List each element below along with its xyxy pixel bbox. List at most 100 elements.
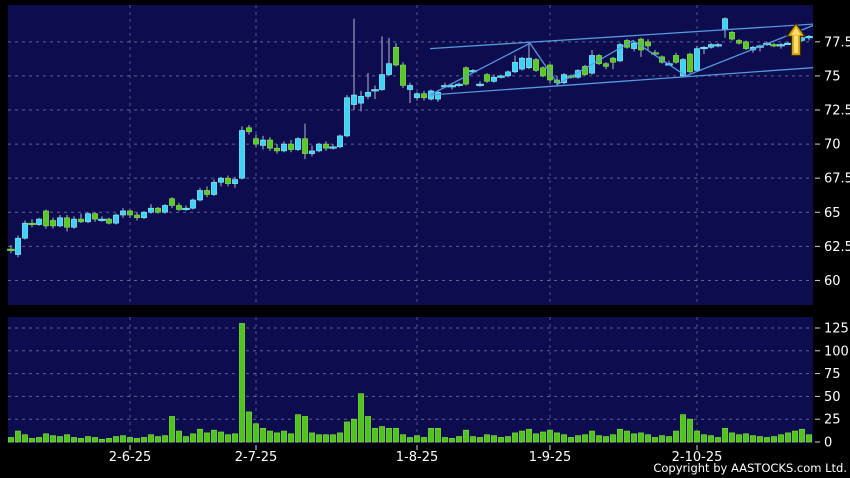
candle-up — [148, 207, 154, 213]
volume-bar — [316, 434, 322, 443]
price-tick-label: 72.5 — [824, 104, 850, 119]
volume-bar — [701, 434, 707, 443]
up-arrow-marker — [785, 22, 807, 57]
price-panel — [8, 5, 813, 305]
candle-down — [288, 143, 294, 150]
volume-bar — [673, 430, 679, 443]
volume-bar — [414, 435, 420, 443]
candle-up — [407, 85, 413, 90]
candle-up — [182, 207, 190, 210]
volume-tick-label: 50 — [824, 390, 841, 405]
volume-bar — [498, 437, 504, 443]
volume-bar — [505, 436, 511, 443]
candle-down — [7, 248, 15, 251]
candle-down — [770, 44, 778, 47]
volume-tick-label: 0 — [824, 436, 832, 451]
volume-bar — [491, 435, 497, 443]
volume-bar — [337, 432, 343, 443]
volume-bar — [365, 416, 371, 443]
volume-bar — [43, 433, 49, 443]
volume-tick-label: 125 — [824, 322, 849, 337]
candle-down — [78, 218, 84, 223]
candle-down — [610, 57, 616, 63]
volume-bar — [197, 428, 203, 443]
candle-up — [197, 190, 203, 201]
candle-down — [176, 205, 182, 210]
volume-bar — [638, 432, 644, 443]
candle-down — [687, 53, 693, 73]
volume-bar — [764, 437, 770, 443]
price-tick-label: 65 — [824, 206, 841, 221]
candle-down — [169, 198, 175, 206]
volume-bar — [456, 436, 462, 443]
volume-bar — [246, 411, 252, 443]
volume-bar — [687, 418, 693, 443]
x-axis-label: 1-8-25 — [396, 450, 438, 465]
candle-up — [414, 93, 420, 99]
candle-up — [805, 36, 813, 39]
volume-bar — [50, 435, 56, 443]
candle-up — [617, 44, 623, 62]
candle-down — [204, 190, 210, 195]
candle-up — [98, 218, 106, 221]
candle-down — [540, 67, 546, 77]
volume-bar — [582, 434, 588, 443]
candle-up — [337, 135, 343, 148]
volume-bar — [36, 437, 42, 443]
volume-bar — [78, 438, 84, 443]
candle-down — [92, 213, 98, 220]
volume-bar — [22, 434, 28, 443]
candle-down — [603, 63, 609, 67]
price-tick-label: 75 — [824, 69, 841, 84]
volume-bar — [274, 432, 280, 443]
volume-bar — [484, 434, 490, 443]
candle-up — [519, 57, 525, 70]
volume-bar — [190, 433, 196, 443]
volume-bar — [659, 435, 665, 443]
candle-up — [505, 71, 511, 77]
volume-bar — [64, 434, 70, 443]
volume-bar — [428, 428, 434, 443]
price-tick-label: 62.5 — [824, 240, 850, 255]
candle-up — [491, 76, 497, 82]
candle-down — [127, 210, 133, 216]
candle-down — [155, 207, 161, 213]
candle-down — [246, 127, 252, 133]
volume-bar — [785, 432, 791, 443]
volume-bar — [519, 430, 525, 443]
volume-bar — [540, 431, 546, 443]
volume-bar — [729, 432, 735, 443]
volume-tick-label: 75 — [824, 367, 841, 382]
volume-bar — [603, 436, 609, 443]
volume-bar — [302, 416, 308, 443]
volume-bar — [666, 436, 672, 443]
candle-down — [134, 214, 140, 219]
volume-bar — [253, 423, 259, 443]
volume-bar — [750, 435, 756, 443]
candle-up — [455, 83, 463, 86]
volume-bar — [288, 433, 294, 443]
volume-bar — [358, 393, 364, 443]
candle-down — [533, 59, 539, 71]
volume-bar — [225, 434, 231, 443]
volume-bar — [757, 436, 763, 443]
candle-up — [162, 205, 168, 213]
volume-tick-label: 25 — [824, 413, 841, 428]
volume-bar — [232, 433, 238, 443]
volume-bar — [645, 434, 651, 443]
grid-layer — [8, 5, 813, 443]
candle-up — [218, 177, 224, 183]
candle-up — [309, 150, 315, 154]
candle-up — [722, 18, 728, 30]
volume-bar — [29, 438, 35, 443]
volume-bar — [183, 436, 189, 443]
copyright-text: Copyright by AASTOCKS.com Ltd. — [653, 461, 847, 475]
volume-bar — [120, 435, 126, 443]
volume-bar — [148, 434, 154, 443]
volume-bar — [162, 435, 168, 443]
volume-bar — [743, 433, 749, 443]
candle-down — [421, 93, 427, 99]
candle-down — [393, 46, 399, 66]
